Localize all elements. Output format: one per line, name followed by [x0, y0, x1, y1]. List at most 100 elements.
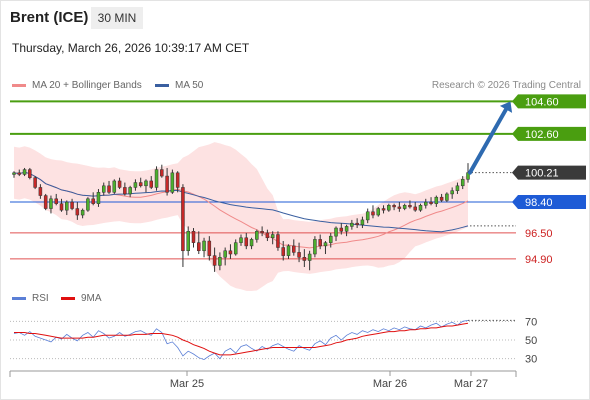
ma50-label: MA 50	[175, 80, 204, 91]
candle-body	[181, 187, 185, 252]
candle-body	[371, 211, 375, 216]
candle-body	[218, 257, 222, 266]
price-label-94.90: 94.90	[525, 254, 553, 266]
candle-body	[255, 231, 259, 240]
price-tag-98.40	[512, 195, 586, 210]
candle-body	[302, 257, 307, 261]
timeframe-badge[interactable]: 30 MIN	[91, 7, 143, 29]
candle-body	[75, 208, 80, 216]
candle-body	[445, 193, 449, 201]
candle-body	[392, 205, 396, 208]
projection-arrow-head	[499, 101, 513, 113]
legend-ma20: MA 20 + Bollinger Bands	[12, 80, 142, 91]
rsi-line	[13, 320, 469, 361]
candle-body	[365, 211, 370, 221]
candle-body	[165, 175, 169, 193]
x-tick-label-mar-27: Mar 27	[454, 378, 488, 390]
candle-body	[123, 187, 127, 195]
candle-body	[207, 240, 212, 256]
credit-label: Research © 2026 Trading Central	[431, 80, 581, 91]
candle-body	[186, 231, 190, 252]
candle-body	[397, 206, 402, 209]
price-label-100.21: 100.21	[525, 168, 559, 180]
candle-body	[318, 239, 322, 247]
candle-body	[54, 198, 58, 204]
candle-body	[212, 255, 217, 266]
candle-body	[191, 231, 196, 243]
price-tag-104.60	[512, 94, 586, 109]
candle-body	[344, 226, 349, 232]
candle-body	[223, 250, 227, 258]
candle-body	[260, 231, 264, 234]
candle-body	[297, 252, 301, 258]
legend-ma50: MA 50	[155, 80, 203, 91]
x-tick-label-mar-25: Mar 25	[170, 378, 204, 390]
candle-body	[286, 245, 291, 256]
candle-body	[149, 180, 154, 188]
candle-body	[450, 190, 454, 195]
candle-body	[244, 237, 249, 247]
rsi-tick-70: 70	[525, 316, 537, 328]
price-label-102.60: 102.60	[525, 129, 559, 141]
candle-body	[418, 205, 423, 211]
candle-body	[281, 247, 285, 256]
rsi-label: RSI	[32, 293, 49, 304]
candle-body	[313, 239, 317, 255]
candle-body	[424, 201, 428, 206]
candle-body	[233, 242, 238, 255]
candle-body	[239, 237, 243, 243]
candle-body	[292, 245, 296, 253]
candle-body	[128, 187, 132, 195]
ma20-swatch	[12, 84, 26, 87]
candle-body	[328, 235, 333, 243]
price-label-96.50: 96.50	[525, 228, 553, 240]
candle-body	[360, 219, 365, 226]
candle-body	[197, 242, 201, 252]
candle-body	[270, 234, 275, 239]
candle-body	[387, 205, 391, 211]
candle-body	[91, 198, 95, 204]
candle-body	[133, 182, 138, 188]
candle-body	[96, 192, 101, 204]
ma9-swatch	[61, 297, 75, 300]
candle-body	[101, 185, 106, 193]
candle-body	[323, 242, 328, 247]
candle-body	[22, 169, 27, 175]
ma50-swatch	[155, 84, 169, 87]
price-label-104.60: 104.60	[525, 96, 559, 108]
candle-body	[117, 180, 122, 188]
candle-body	[249, 239, 254, 247]
candle-body	[112, 180, 117, 193]
candle-body	[175, 172, 180, 188]
legend-rsi: RSI	[12, 293, 49, 304]
candle-body	[339, 227, 344, 232]
candle-body	[59, 203, 64, 211]
candle-body	[17, 172, 22, 175]
ma50-line	[13, 171, 469, 233]
price-tag-100.21	[512, 165, 586, 180]
candle-body	[265, 232, 270, 239]
rsi-tick-30: 30	[525, 354, 537, 366]
candle-body	[138, 182, 143, 187]
candle-body	[43, 195, 48, 209]
ma9-label: 9MA	[81, 293, 102, 304]
candle-body	[80, 209, 85, 216]
rsi-ma-line	[14, 322, 469, 356]
candle-body	[276, 234, 280, 248]
candle-body	[49, 198, 53, 209]
candle-body	[439, 196, 444, 201]
candle-body	[434, 196, 439, 204]
datetime-label: Thursday, March 26, 2026 10:39:17 AM CET	[12, 41, 250, 55]
legend-9ma: 9MA	[61, 293, 102, 304]
x-tick-label-mar-26: Mar 26	[373, 378, 407, 390]
rsi-swatch	[12, 297, 26, 300]
candle-body	[350, 222, 354, 227]
candle-body	[38, 187, 43, 196]
candle-body	[160, 169, 164, 177]
candle-body	[228, 250, 233, 255]
candle-body	[107, 185, 111, 193]
projection-arrow-shaft	[468, 107, 508, 175]
candle-body	[170, 172, 175, 193]
candle-body	[334, 227, 338, 237]
